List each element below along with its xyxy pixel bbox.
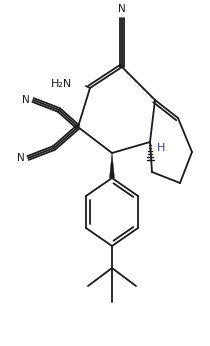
Text: N: N	[22, 95, 30, 105]
Text: N: N	[118, 4, 126, 14]
Text: N: N	[17, 153, 25, 163]
Text: H: H	[157, 143, 165, 153]
Polygon shape	[109, 153, 114, 178]
Text: H₂N: H₂N	[51, 79, 72, 89]
